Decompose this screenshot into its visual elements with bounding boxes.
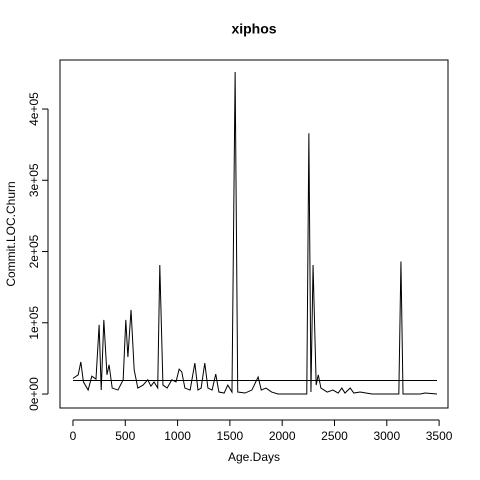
y-tick-label: 4e+05 bbox=[27, 92, 41, 126]
chart-title: xiphos bbox=[231, 21, 276, 37]
plot-box bbox=[59, 59, 449, 409]
y-tick-label: 1e+05 bbox=[27, 306, 41, 340]
x-tick-label: 1500 bbox=[217, 429, 244, 443]
data-line bbox=[72, 71, 438, 395]
x-tick-label: 2500 bbox=[321, 429, 348, 443]
y-axis-label: Commit.LOC.Churn bbox=[4, 181, 18, 286]
x-tick-label: 3000 bbox=[373, 429, 400, 443]
x-tick-label: 500 bbox=[115, 429, 135, 443]
x-tick-label: 3500 bbox=[426, 429, 453, 443]
y-tick-label: 3e+05 bbox=[27, 163, 41, 197]
x-tick-label: 1000 bbox=[164, 429, 191, 443]
x-tick-label: 2000 bbox=[269, 429, 296, 443]
x-tick-label: 0 bbox=[70, 429, 77, 443]
x-axis-label: Age.Days bbox=[228, 450, 280, 464]
y-tick-label: 0e+00 bbox=[27, 377, 41, 411]
y-tick-label: 2e+05 bbox=[27, 234, 41, 268]
